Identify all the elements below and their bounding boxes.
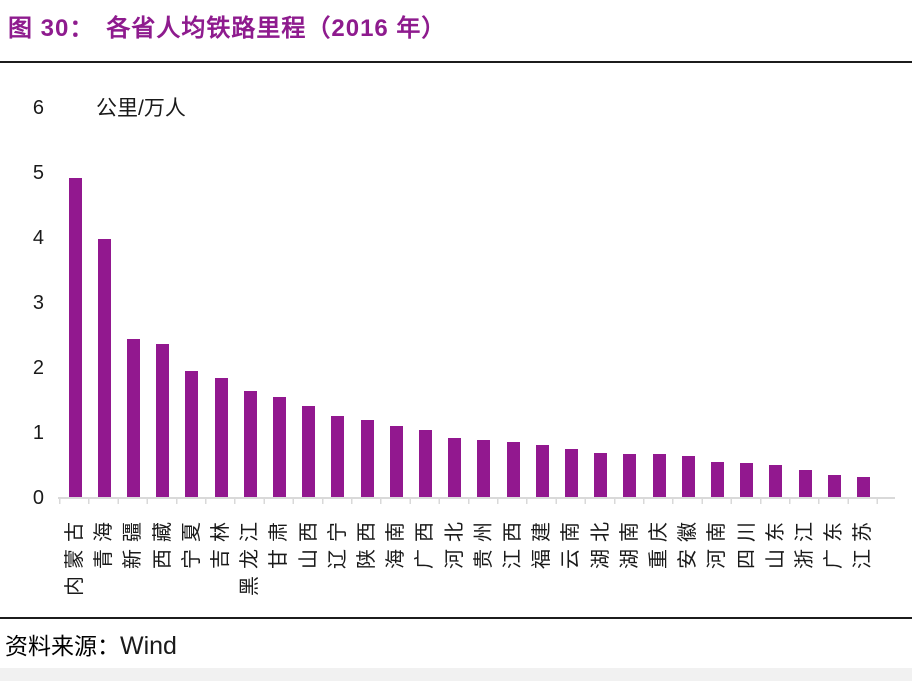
x-label-江苏: 江苏: [852, 515, 875, 569]
bar-河北: [448, 438, 462, 498]
bar-内蒙古: [68, 178, 82, 498]
x-label-新疆: 新疆: [122, 515, 145, 569]
x-label-重庆: 重庆: [648, 515, 670, 569]
x-label-浙江: 浙江: [794, 515, 816, 569]
bar-辽宁: [331, 416, 345, 498]
source-label: 资料来源：: [5, 634, 120, 659]
x-label-湖南: 湖南: [618, 515, 641, 569]
x-label-湖北: 湖北: [589, 515, 612, 569]
x-label-青海: 青海: [93, 515, 116, 569]
bar-陕西: [360, 420, 374, 498]
bar-江苏: [856, 476, 870, 498]
x-label-黑龙江: 黑龙江: [239, 515, 262, 596]
x-label-河北: 河北: [443, 515, 466, 569]
figure-number: 图 30：: [8, 15, 95, 42]
x-label-广东: 广东: [823, 515, 846, 569]
y-tick-label-2: 2: [32, 357, 44, 379]
x-label-海南: 海南: [385, 515, 408, 569]
bar-四川: [740, 462, 754, 498]
x-label-辽宁: 辽宁: [326, 515, 349, 569]
bar-山西: [302, 405, 316, 498]
x-axis-tick-marks: [59, 499, 883, 504]
x-label-西藏: 西藏: [151, 515, 174, 569]
x-label-河南: 河南: [706, 515, 729, 569]
bar-云南: [564, 449, 578, 499]
bar-青海: [97, 239, 111, 498]
bar-山东: [769, 464, 783, 498]
bar-安徽: [681, 455, 695, 499]
bar-宁夏: [185, 371, 199, 499]
figure-title-text: 各省人均铁路里程（2016 年）: [106, 15, 447, 42]
footer-divider: [0, 617, 912, 619]
x-label-内蒙古: 内蒙古: [64, 515, 86, 596]
title-divider: [0, 61, 912, 63]
x-label-福建: 福建: [531, 515, 554, 569]
x-label-宁夏: 宁夏: [180, 515, 203, 569]
source-value: Wind: [120, 632, 177, 660]
bar-广西: [418, 429, 432, 499]
y-tick-label-0: 0: [32, 487, 44, 509]
bar-广东: [827, 475, 841, 499]
x-label-四川: 四川: [735, 515, 758, 569]
y-tick-label-4: 4: [32, 227, 44, 249]
bar-海南: [389, 425, 403, 499]
y-tick-label-5: 5: [32, 162, 44, 184]
bar-吉林: [214, 377, 228, 499]
x-label-江西: 江西: [502, 515, 524, 569]
y-tick-label-6: 6: [32, 97, 44, 119]
x-label-吉林: 吉林: [210, 515, 232, 569]
bar-贵州: [477, 439, 491, 498]
bar-江西: [506, 442, 520, 498]
x-label-陕西: 陕西: [356, 515, 378, 569]
x-label-山西: 山西: [297, 515, 320, 569]
x-label-甘肃: 甘肃: [268, 515, 291, 569]
x-label-贵州: 贵州: [472, 515, 495, 569]
bottom-strip: [0, 668, 912, 681]
y-tick-label-1: 1: [32, 422, 44, 444]
bar-湖南: [623, 453, 637, 498]
bar-河南: [710, 461, 724, 498]
bar-新疆: [126, 338, 140, 499]
bar-重庆: [652, 454, 666, 498]
bar-甘肃: [272, 396, 286, 498]
x-label-广西: 广西: [414, 515, 437, 569]
bar-浙江: [798, 470, 812, 498]
bar-西藏: [156, 343, 170, 498]
y-tick-label-3: 3: [32, 292, 44, 314]
source-note: 资料来源：Wind: [5, 627, 177, 661]
x-axis-line: [58, 497, 895, 499]
y-unit-label: 公里/万人: [96, 97, 186, 120]
bar-湖北: [594, 452, 608, 498]
x-label-安徽: 安徽: [677, 515, 700, 569]
x-label-云南: 云南: [560, 515, 583, 569]
bar-黑龙江: [243, 391, 257, 498]
figure-title: 图 30： 各省人均铁路里程（2016 年）: [8, 8, 446, 43]
x-label-山东: 山东: [764, 515, 787, 569]
bar-福建: [535, 445, 549, 499]
